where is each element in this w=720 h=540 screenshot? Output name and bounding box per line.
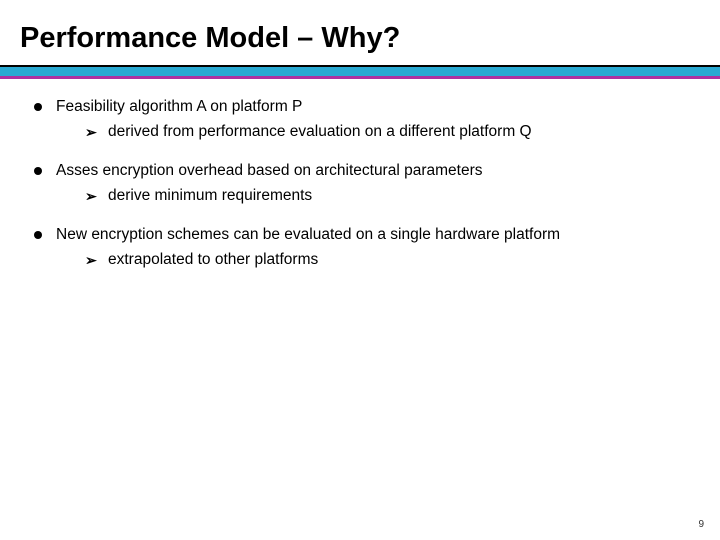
sub-bullet-text: derive minimum requirements	[108, 186, 312, 207]
bullet-dot-icon	[34, 167, 42, 175]
bullet-dot-icon	[34, 231, 42, 239]
sub-bullet-item: ➢ derive minimum requirements	[84, 186, 692, 207]
content-area: Feasibility algorithm A on platform P ➢ …	[20, 79, 700, 271]
rule-accent-band	[0, 67, 720, 76]
bullet-text: New encryption schemes can be evaluated …	[56, 225, 560, 246]
bullet-item: New encryption schemes can be evaluated …	[34, 225, 692, 246]
slide: Performance Model – Why? Feasibility alg…	[0, 0, 720, 540]
chevron-right-icon: ➢	[84, 123, 98, 142]
page-number: 9	[698, 519, 704, 530]
page-title: Performance Model – Why?	[20, 22, 700, 55]
bullet-text: Feasibility algorithm A on platform P	[56, 97, 302, 118]
bullet-item: Feasibility algorithm A on platform P	[34, 97, 692, 118]
bullet-dot-icon	[34, 103, 42, 111]
sub-bullet-item: ➢ extrapolated to other platforms	[84, 250, 692, 271]
sub-bullet-item: ➢ derived from performance evaluation on…	[84, 122, 692, 143]
bullet-text: Asses encryption overhead based on archi…	[56, 161, 483, 182]
sub-bullet-text: derived from performance evaluation on a…	[108, 122, 532, 143]
title-rule	[0, 65, 720, 79]
bullet-item: Asses encryption overhead based on archi…	[34, 161, 692, 182]
chevron-right-icon: ➢	[84, 187, 98, 206]
chevron-right-icon: ➢	[84, 251, 98, 270]
sub-bullet-text: extrapolated to other platforms	[108, 250, 318, 271]
